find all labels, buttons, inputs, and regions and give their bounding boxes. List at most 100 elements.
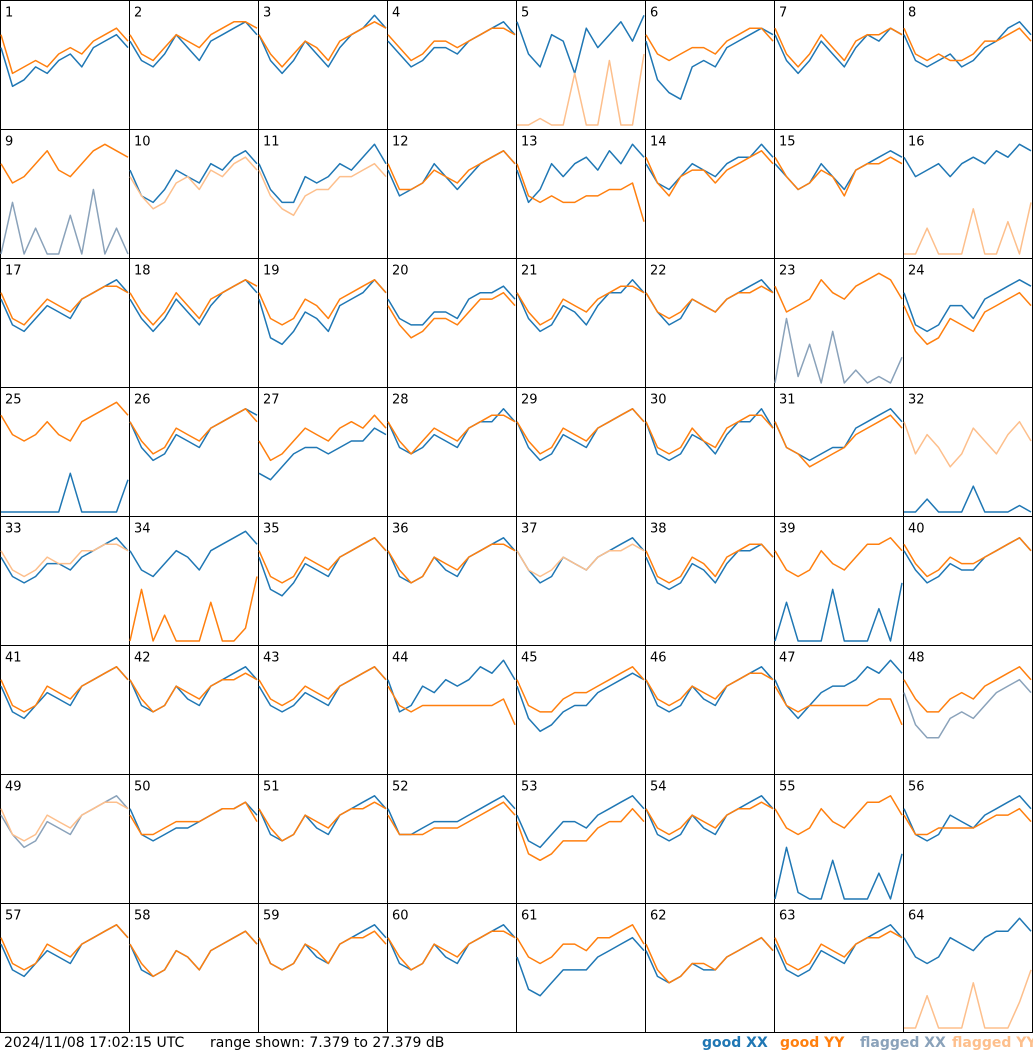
panel-label: 26	[134, 393, 151, 408]
spectrum-line	[774, 659, 903, 720]
spectrum-line	[0, 27, 129, 75]
spectrum-line	[904, 485, 1032, 513]
spectrum-line	[129, 156, 258, 210]
panel-label: 53	[521, 780, 538, 795]
panel-label: 47	[779, 651, 796, 666]
panel-label: 64	[908, 909, 925, 924]
spectrum-line	[516, 543, 645, 578]
spectrum-line	[387, 414, 516, 455]
spectrum-line	[516, 163, 645, 222]
panel-label: 29	[521, 393, 538, 408]
spectrum-line	[129, 801, 258, 836]
spectrum-line	[258, 666, 387, 707]
spectrum-line	[0, 801, 129, 842]
spectrum-line	[516, 143, 645, 204]
spectrum-line	[0, 543, 129, 578]
panel-label: 54	[650, 780, 667, 795]
spectrum-line	[645, 543, 774, 584]
spectrum-line	[645, 936, 774, 984]
spectrum-line	[516, 924, 645, 965]
panel-label: 31	[779, 393, 796, 408]
panel-label: 20	[392, 264, 409, 279]
panel-label: 52	[392, 780, 409, 795]
spectrum-line	[0, 143, 129, 184]
panel-label: 23	[779, 264, 796, 279]
panel-label: 10	[134, 135, 151, 150]
panel-label: 59	[263, 909, 280, 924]
spectrum-line	[258, 14, 387, 75]
spectrum-line	[129, 21, 258, 62]
spectrum-line	[645, 414, 774, 455]
panel-label: 24	[908, 264, 925, 279]
spectrum-line	[0, 188, 129, 255]
spectrum-line	[387, 150, 516, 191]
panel-label: 17	[5, 264, 22, 279]
spectrum-line	[258, 414, 387, 462]
spectrum-line	[903, 21, 1032, 68]
spectrum-line	[258, 279, 387, 346]
panel-label: 63	[779, 909, 796, 924]
spectrum-line	[645, 801, 774, 836]
spectrum-line	[774, 27, 903, 68]
panel-label: 13	[521, 135, 538, 150]
panel-label: 61	[521, 909, 538, 924]
spectrum-line	[774, 537, 903, 578]
spectrum-line	[129, 21, 258, 68]
legend-entry: good YY	[780, 1035, 845, 1051]
spectrum-line	[516, 807, 645, 862]
panel-label: 8	[908, 6, 916, 21]
spectrum-line	[516, 672, 645, 733]
spectrum-line	[516, 666, 645, 713]
spectrum-line	[904, 202, 1032, 255]
spectrum-line	[645, 666, 774, 713]
spectrum-line	[387, 285, 516, 326]
panel-label: 19	[263, 264, 280, 279]
panel-label: 9	[5, 135, 13, 150]
panel-label: 39	[779, 522, 796, 537]
panel-label: 45	[521, 651, 538, 666]
spectrum-line	[129, 576, 258, 642]
spectrum-line	[774, 317, 903, 384]
spectrum-line	[0, 33, 129, 88]
spectrum-line	[774, 930, 903, 971]
panel-label: 1	[5, 6, 13, 21]
spectrum-line	[645, 27, 774, 100]
spectrum-line	[645, 285, 774, 320]
panel-label: 2	[134, 6, 142, 21]
panel-label: 27	[263, 393, 280, 408]
panel-label: 11	[263, 135, 280, 150]
legend-entry: flagged YY	[952, 1035, 1033, 1051]
spectrum-line	[903, 666, 1032, 713]
spectrum-line	[903, 27, 1032, 62]
panel-label: 16	[908, 135, 925, 150]
spectrum-line	[387, 21, 516, 68]
panel-label: 51	[263, 780, 280, 795]
spectrum-line	[387, 685, 516, 726]
panel-label: 38	[650, 522, 667, 537]
spectrum-line	[904, 969, 1032, 1029]
panel-label: 18	[134, 264, 151, 279]
spectrum-line	[516, 795, 645, 849]
spectrum-line	[387, 659, 516, 713]
spectrum-line	[516, 14, 645, 75]
spectrum-line	[129, 930, 258, 978]
panel-label: 12	[392, 135, 409, 150]
panel-label: 44	[392, 651, 409, 666]
panel-label: 49	[5, 780, 22, 795]
spectrum-line	[645, 672, 774, 707]
panel-label: 40	[908, 522, 925, 537]
spectrum-line	[0, 537, 129, 584]
spectrum-line	[387, 930, 516, 971]
spectrum-line	[387, 801, 516, 836]
spectrum-line	[387, 543, 516, 584]
panel-label: 25	[5, 393, 22, 408]
panel-label: 32	[908, 393, 925, 408]
spectrum-line	[387, 27, 516, 62]
spectrum-line	[0, 279, 129, 333]
panel-label: 33	[5, 522, 22, 537]
spectrum-line	[903, 291, 1032, 346]
panel-label: 30	[650, 393, 667, 408]
spectrum-line	[258, 21, 387, 68]
panel-label: 62	[650, 909, 667, 924]
